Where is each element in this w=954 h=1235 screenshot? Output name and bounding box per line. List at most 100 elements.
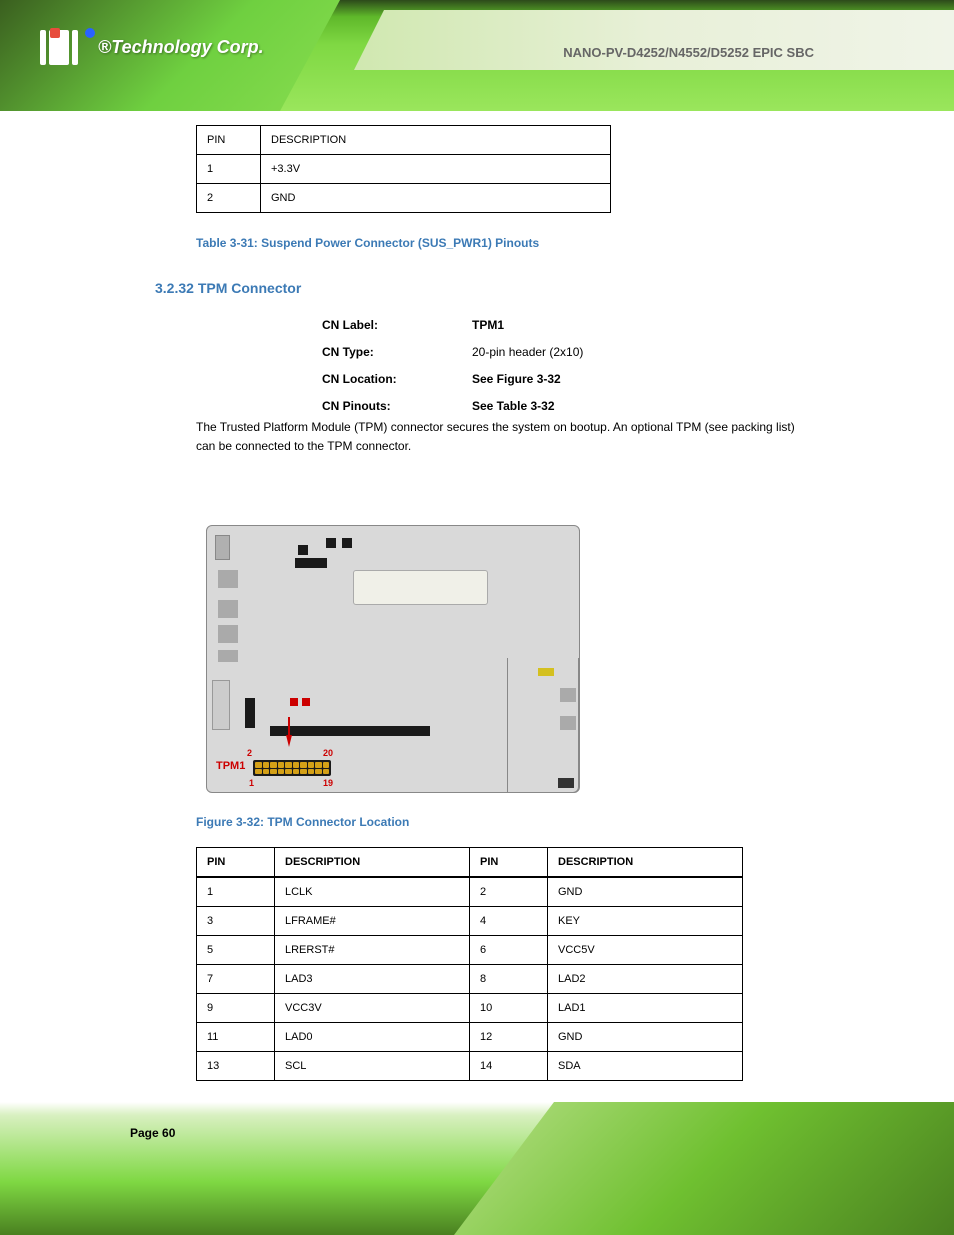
table-row: 2 GND: [197, 184, 611, 213]
table-row: 13 SCL 14 SDA: [197, 1052, 743, 1081]
company-logo: ®Technology Corp.: [40, 30, 264, 65]
table-row: 1 +3.3V: [197, 155, 611, 184]
board-header: [298, 545, 308, 555]
board-switch: [558, 778, 574, 788]
pin-number-20: 20: [323, 748, 333, 758]
cn-type-key: CN Type:: [322, 345, 472, 359]
cn-type-row: CN Type: 20-pin header (2x10): [322, 345, 583, 359]
board-usb: [560, 688, 576, 702]
cn-location-value: See Figure 3-32: [472, 372, 561, 386]
table-header-row: PIN DESCRIPTION: [197, 126, 611, 155]
footer-curve-graphic: [454, 1102, 954, 1235]
table-caption: Table 3-31: Suspend Power Connector (SUS…: [196, 236, 539, 250]
tpm-connector-graphic: [253, 760, 331, 776]
pin-number-1: 1: [249, 778, 254, 788]
page-footer: [0, 1102, 954, 1235]
cn-label-value: TPM1: [472, 318, 504, 332]
board-header: [326, 538, 336, 548]
pin-cell: 7: [197, 965, 275, 994]
board-component: [212, 680, 230, 730]
section-title: 3.2.32 TPM Connector: [155, 280, 301, 296]
table-header-row: PIN DESCRIPTION PIN DESCRIPTION: [197, 848, 743, 878]
tpm-pinout-table: PIN DESCRIPTION PIN DESCRIPTION 1 LCLK 2…: [196, 847, 743, 1081]
section-name: TPM Connector: [198, 280, 301, 296]
pin-cell: 8: [470, 965, 548, 994]
pin-cell: 1: [197, 877, 275, 907]
desc-cell: +3.3V: [261, 155, 611, 184]
cn-location-key: CN Location:: [322, 372, 472, 386]
desc-cell: SDA: [548, 1052, 743, 1081]
desc-cell: SCL: [275, 1052, 470, 1081]
board-header: [295, 558, 327, 568]
table-row: 11 LAD0 12 GND: [197, 1023, 743, 1052]
cn-pinouts-value: See Table 3-32: [472, 399, 555, 413]
board-slot: [353, 570, 488, 605]
cn-label-row: CN Label: TPM1: [322, 318, 583, 332]
pin-cell: 5: [197, 936, 275, 965]
desc-cell: GND: [261, 184, 611, 213]
board-jumper: [302, 698, 310, 706]
board-usb: [560, 716, 576, 730]
desc-cell: VCC5V: [548, 936, 743, 965]
pin-cell: 4: [470, 907, 548, 936]
callout-arrow-icon: [286, 735, 292, 747]
cn-label-key: CN Label:: [322, 318, 472, 332]
desc-cell: LRERST#: [275, 936, 470, 965]
board-connector-row: [270, 726, 430, 736]
desc-cell: KEY: [548, 907, 743, 936]
board-component: [215, 535, 230, 560]
cn-location-row: CN Location: See Figure 3-32: [322, 372, 583, 386]
board-header: [342, 538, 352, 548]
pin-cell: 10: [470, 994, 548, 1023]
board-component: [218, 600, 238, 618]
logo-text: ®Technology Corp.: [98, 37, 264, 58]
board-jumper: [290, 698, 298, 706]
desc-cell: LAD3: [275, 965, 470, 994]
suspend-power-pinout-table: PIN DESCRIPTION 1 +3.3V 2 GND: [196, 125, 611, 213]
cn-pinouts-key: CN Pinouts:: [322, 399, 472, 413]
desc-cell: LCLK: [275, 877, 470, 907]
pin-header: PIN: [197, 126, 261, 155]
product-name: NANO-PV-D4252/N4552/D5252 EPIC SBC: [563, 45, 814, 60]
page-number: Page 60: [130, 1126, 175, 1140]
desc-cell: GND: [548, 877, 743, 907]
logo-icon: [40, 30, 78, 65]
board-component: [218, 625, 238, 643]
pin-cell: 6: [470, 936, 548, 965]
pin-cell: 14: [470, 1052, 548, 1081]
pin-cell: 9: [197, 994, 275, 1023]
tpm-connector-label: TPM1: [216, 760, 245, 772]
cn-type-value: 20-pin header (2x10): [472, 345, 583, 359]
desc-header: DESCRIPTION: [548, 848, 743, 878]
board-component: [218, 650, 238, 662]
pin-number-2: 2: [247, 748, 252, 758]
page-header: ®Technology Corp. NANO-PV-D4252/N4552/D5…: [0, 0, 954, 111]
desc-cell: LAD0: [275, 1023, 470, 1052]
pin-cell: 1: [197, 155, 261, 184]
table-row: 9 VCC3V 10 LAD1: [197, 994, 743, 1023]
board-header: [245, 698, 255, 728]
header-bar-graphic: [354, 10, 954, 70]
table-row: 5 LRERST# 6 VCC5V: [197, 936, 743, 965]
desc-cell: LAD1: [548, 994, 743, 1023]
desc-header: DESCRIPTION: [275, 848, 470, 878]
desc-cell: VCC3V: [275, 994, 470, 1023]
pin-cell: 3: [197, 907, 275, 936]
table-row: 1 LCLK 2 GND: [197, 877, 743, 907]
connector-pins: [255, 762, 329, 774]
cn-pinouts-row: CN Pinouts: See Table 3-32: [322, 399, 583, 413]
pin-cell: 2: [197, 184, 261, 213]
desc-cell: LFRAME#: [275, 907, 470, 936]
pin-header: PIN: [470, 848, 548, 878]
board-component: [218, 570, 238, 588]
desc-cell: LAD2: [548, 965, 743, 994]
pin-cell: 2: [470, 877, 548, 907]
figure-caption: Figure 3-32: TPM Connector Location: [196, 815, 409, 829]
pin-cell: 11: [197, 1023, 275, 1052]
desc-header: DESCRIPTION: [261, 126, 611, 155]
desc-cell: GND: [548, 1023, 743, 1052]
section-number: 3.2.32: [155, 280, 194, 296]
board-component: [538, 668, 554, 676]
connector-spec-list: CN Label: TPM1 CN Type: 20-pin header (2…: [322, 318, 583, 426]
pin-cell: 13: [197, 1052, 275, 1081]
